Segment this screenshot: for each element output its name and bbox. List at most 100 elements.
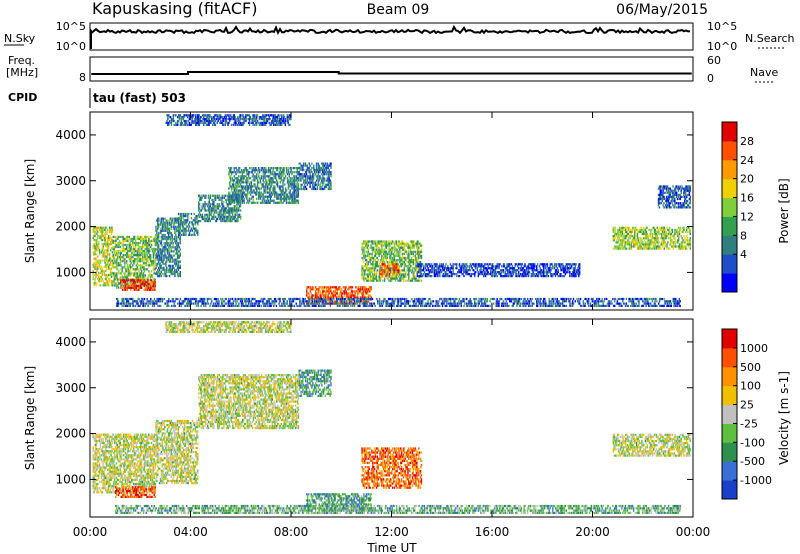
- power-cell: [140, 300, 142, 303]
- power-cell: [234, 197, 236, 200]
- power-cell: [241, 197, 244, 200]
- power-cell: [271, 179, 273, 182]
- power-cell: [322, 177, 324, 180]
- power-cell: [126, 260, 128, 263]
- power-cell: [366, 273, 369, 276]
- power-cell: [267, 179, 270, 182]
- power-cell: [282, 185, 284, 188]
- power-cell: [223, 211, 225, 214]
- power-cell: [395, 273, 397, 276]
- power-cell: [121, 274, 123, 277]
- power-cell: [93, 282, 95, 285]
- power-cell: [300, 183, 302, 186]
- power-cell: [139, 268, 141, 271]
- power-cell: [389, 250, 391, 253]
- power-cell: [97, 263, 99, 266]
- power-cell: [378, 242, 380, 245]
- power-cell: [414, 256, 416, 260]
- power-cell: [122, 286, 124, 289]
- power-cell: [239, 181, 241, 184]
- power-cell: [354, 296, 356, 299]
- power-cell: [389, 304, 392, 307]
- power-cell: [176, 266, 179, 269]
- power-cell: [247, 181, 249, 184]
- power-cell: [125, 247, 127, 251]
- power-cell: [325, 168, 328, 172]
- power-cell: [142, 250, 144, 253]
- power-cell: [145, 256, 147, 259]
- power-cell: [421, 300, 423, 303]
- power-cell: [234, 177, 236, 180]
- power-cell: [141, 252, 143, 255]
- power-cell: [377, 279, 379, 282]
- power-cell: [306, 168, 309, 172]
- power-cell: [268, 187, 271, 190]
- power-cell: [291, 300, 294, 303]
- power-cell: [247, 297, 250, 301]
- power-cell: [391, 300, 393, 303]
- power-cell: [304, 179, 307, 182]
- power-cell: [261, 193, 263, 196]
- power-cell: [413, 271, 415, 274]
- power-cell: [134, 268, 137, 271]
- power-cell: [142, 276, 144, 279]
- power-cell: [245, 185, 247, 188]
- power-cell: [262, 297, 264, 301]
- power-cell: [125, 270, 127, 273]
- power-cell: [167, 256, 170, 259]
- power-cell: [175, 270, 177, 274]
- power-cell: [418, 277, 420, 280]
- power-cell: [428, 302, 430, 305]
- power-cell: [218, 211, 220, 214]
- power-cell: [174, 236, 176, 239]
- power-cell: [99, 236, 102, 240]
- power-cell: [227, 203, 229, 206]
- power-cell: [103, 282, 105, 285]
- power-cell: [123, 272, 125, 275]
- power-cell: [278, 302, 280, 305]
- power-cell: [315, 162, 318, 165]
- power-cell: [315, 183, 318, 186]
- power-cell: [209, 213, 211, 216]
- power-cell: [283, 195, 285, 198]
- power-cell: [112, 264, 114, 267]
- power-cell: [258, 197, 260, 200]
- power-cell: [304, 297, 306, 301]
- power-cell: [228, 173, 230, 176]
- power-cell: [253, 201, 255, 204]
- power-cell: [166, 258, 168, 261]
- power-cell: [230, 209, 232, 212]
- power-cell: [261, 199, 263, 202]
- power-cell: [115, 284, 117, 287]
- power-cell: [267, 297, 270, 301]
- power-cell: [157, 236, 159, 239]
- power-cell: [140, 258, 142, 261]
- power-cell: [171, 264, 173, 267]
- power-cell: [134, 274, 136, 277]
- power-cell: [410, 269, 413, 272]
- power-cell: [169, 217, 172, 220]
- power-cell: [358, 304, 360, 307]
- power-cell: [211, 215, 213, 218]
- power-cell: [202, 205, 204, 208]
- power-cell: [164, 225, 166, 228]
- power-cell: [157, 304, 159, 307]
- power-cell: [265, 185, 267, 188]
- power-cell: [395, 275, 397, 278]
- power-cell: [305, 168, 308, 172]
- power-cell: [210, 209, 212, 212]
- power-cell: [176, 217, 178, 220]
- power-cell: [363, 248, 365, 251]
- power-cell: [397, 297, 400, 301]
- power-cell: [324, 304, 326, 307]
- power-cell: [115, 282, 117, 285]
- power-cell: [396, 259, 398, 262]
- power-cell: [308, 168, 310, 172]
- power-cell: [252, 195, 254, 198]
- power-cell: [103, 249, 105, 252]
- power-cell: [200, 300, 202, 303]
- power-cell: [327, 290, 329, 293]
- power-cell: [258, 304, 261, 307]
- power-cell: [399, 297, 401, 301]
- power-cell: [347, 296, 349, 299]
